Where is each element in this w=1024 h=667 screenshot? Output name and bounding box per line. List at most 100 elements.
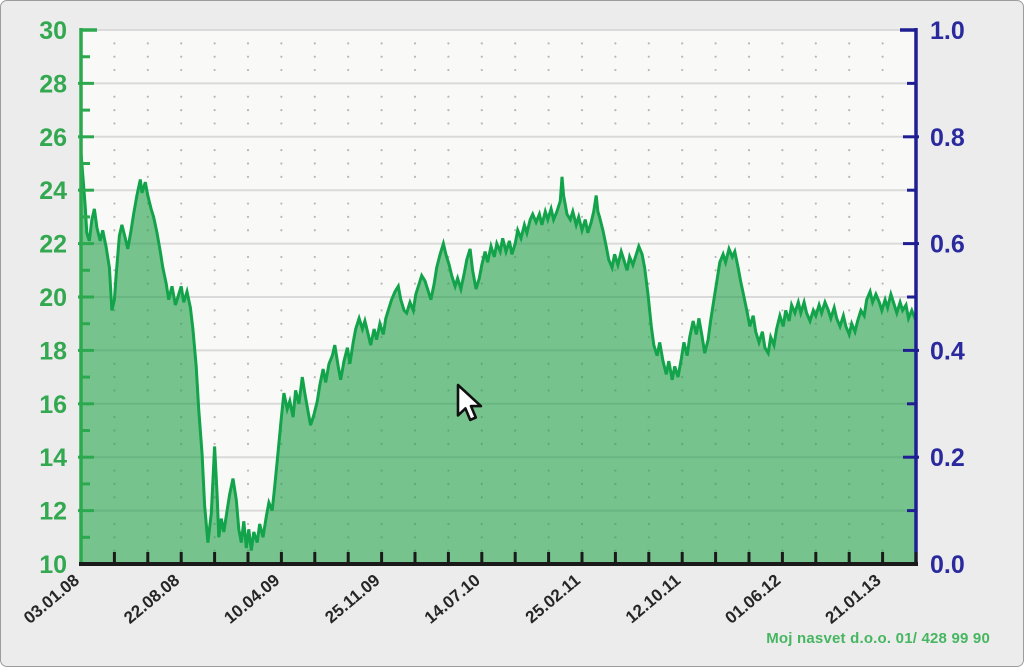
grid-dot	[514, 68, 517, 72]
grid-dot	[781, 175, 784, 178]
grid-dot	[246, 482, 250, 485]
grid-dot	[480, 215, 483, 218]
grid-dot	[580, 202, 584, 205]
grid-dot	[313, 95, 316, 98]
grid-dot	[747, 109, 751, 112]
grid-dot	[747, 68, 751, 72]
grid-dot	[347, 282, 350, 285]
grid-dot	[380, 68, 383, 72]
right-axis-label: 0.8	[930, 124, 965, 152]
grid-dot	[848, 109, 851, 112]
grid-dot	[180, 215, 183, 218]
grid-dot	[380, 269, 383, 272]
grid-dot	[447, 175, 450, 178]
grid-dot	[213, 309, 216, 312]
grid-dot	[547, 202, 550, 205]
grid-dot	[447, 202, 450, 205]
left-axis-label: 28	[39, 70, 67, 98]
grid-dot	[347, 269, 350, 272]
grid-dot	[547, 149, 550, 152]
grid-dot	[747, 162, 751, 165]
grid-dot	[280, 215, 283, 218]
grid-dot	[814, 162, 817, 165]
grid-dot	[647, 122, 650, 125]
grid-dot	[714, 42, 717, 45]
grid-dot	[313, 309, 316, 312]
left-axis: 30 28 26 24 22 20 18 16 14 12 10	[39, 17, 97, 579]
grid-dot	[480, 42, 483, 45]
grid-dot	[647, 269, 650, 272]
grid-dot	[213, 122, 216, 125]
grid-dot	[180, 282, 183, 285]
grid-dot	[647, 109, 650, 112]
grid-dot	[881, 175, 884, 178]
grid-dot	[313, 175, 316, 178]
grid-dot	[848, 175, 851, 178]
grid-dot	[647, 68, 650, 72]
grid-dot	[246, 416, 250, 419]
grid-dot	[413, 202, 417, 205]
grid-dot	[213, 109, 216, 112]
grid-dot	[246, 202, 250, 205]
grid-dot	[213, 255, 216, 259]
grid-dot	[580, 215, 584, 218]
grid-dot	[280, 42, 283, 45]
grid-dot	[213, 416, 216, 419]
grid-dot	[413, 175, 417, 178]
grid-dot	[814, 55, 817, 58]
grid-dot	[280, 309, 283, 312]
grid-dot	[781, 269, 784, 272]
grid-dot	[280, 162, 283, 165]
grid-dot	[747, 282, 751, 285]
grid-dot	[280, 175, 283, 178]
grid-dot	[881, 55, 884, 58]
grid-dot	[313, 362, 316, 365]
series-line	[79, 152, 918, 551]
grid-dot	[881, 215, 884, 218]
grid-dot	[380, 162, 383, 165]
grid-dot	[180, 68, 183, 72]
grid-dot	[413, 68, 417, 72]
grid-dot	[480, 202, 483, 205]
grid-dot	[347, 335, 350, 339]
grid-dot	[781, 68, 784, 72]
left-axis-label: 14	[39, 444, 67, 472]
right-axis-label: 0.2	[930, 444, 965, 472]
grid-dot	[447, 229, 450, 232]
grid-dot	[647, 215, 650, 218]
grid-dot	[747, 42, 751, 45]
grid-dot	[280, 362, 283, 365]
grid-dot	[180, 109, 183, 112]
grid-dot	[180, 269, 183, 272]
grid-dot	[447, 42, 450, 45]
grid-dot	[246, 282, 250, 285]
grid-dot	[113, 229, 116, 232]
grid-dot	[781, 55, 784, 58]
grid-dot	[814, 215, 817, 218]
grid-dot	[681, 269, 684, 272]
grid-dot	[213, 55, 216, 58]
mouse-cursor-icon	[456, 383, 483, 422]
grid-dot	[848, 95, 851, 98]
grid-dot	[647, 175, 650, 178]
grid-dot	[848, 55, 851, 58]
grid-dot	[514, 122, 517, 125]
right-axis-label: 0.6	[930, 231, 965, 259]
grid-dot	[547, 109, 550, 112]
grid-dot	[580, 122, 584, 125]
grid-dot	[881, 229, 884, 232]
grid-dot	[246, 389, 250, 392]
grid-dot	[413, 282, 417, 285]
grid-dot	[213, 42, 216, 45]
grid-dot	[113, 109, 116, 112]
grid-dot	[848, 68, 851, 72]
grid-dot	[347, 55, 350, 58]
grid-dot	[814, 122, 817, 125]
grid-dot	[480, 175, 483, 178]
grid-dot	[347, 215, 350, 218]
grid-dot	[814, 149, 817, 152]
grid-dot	[180, 162, 183, 165]
grid-dot	[781, 109, 784, 112]
grid-dot	[447, 109, 450, 112]
grid-dot	[347, 175, 350, 178]
